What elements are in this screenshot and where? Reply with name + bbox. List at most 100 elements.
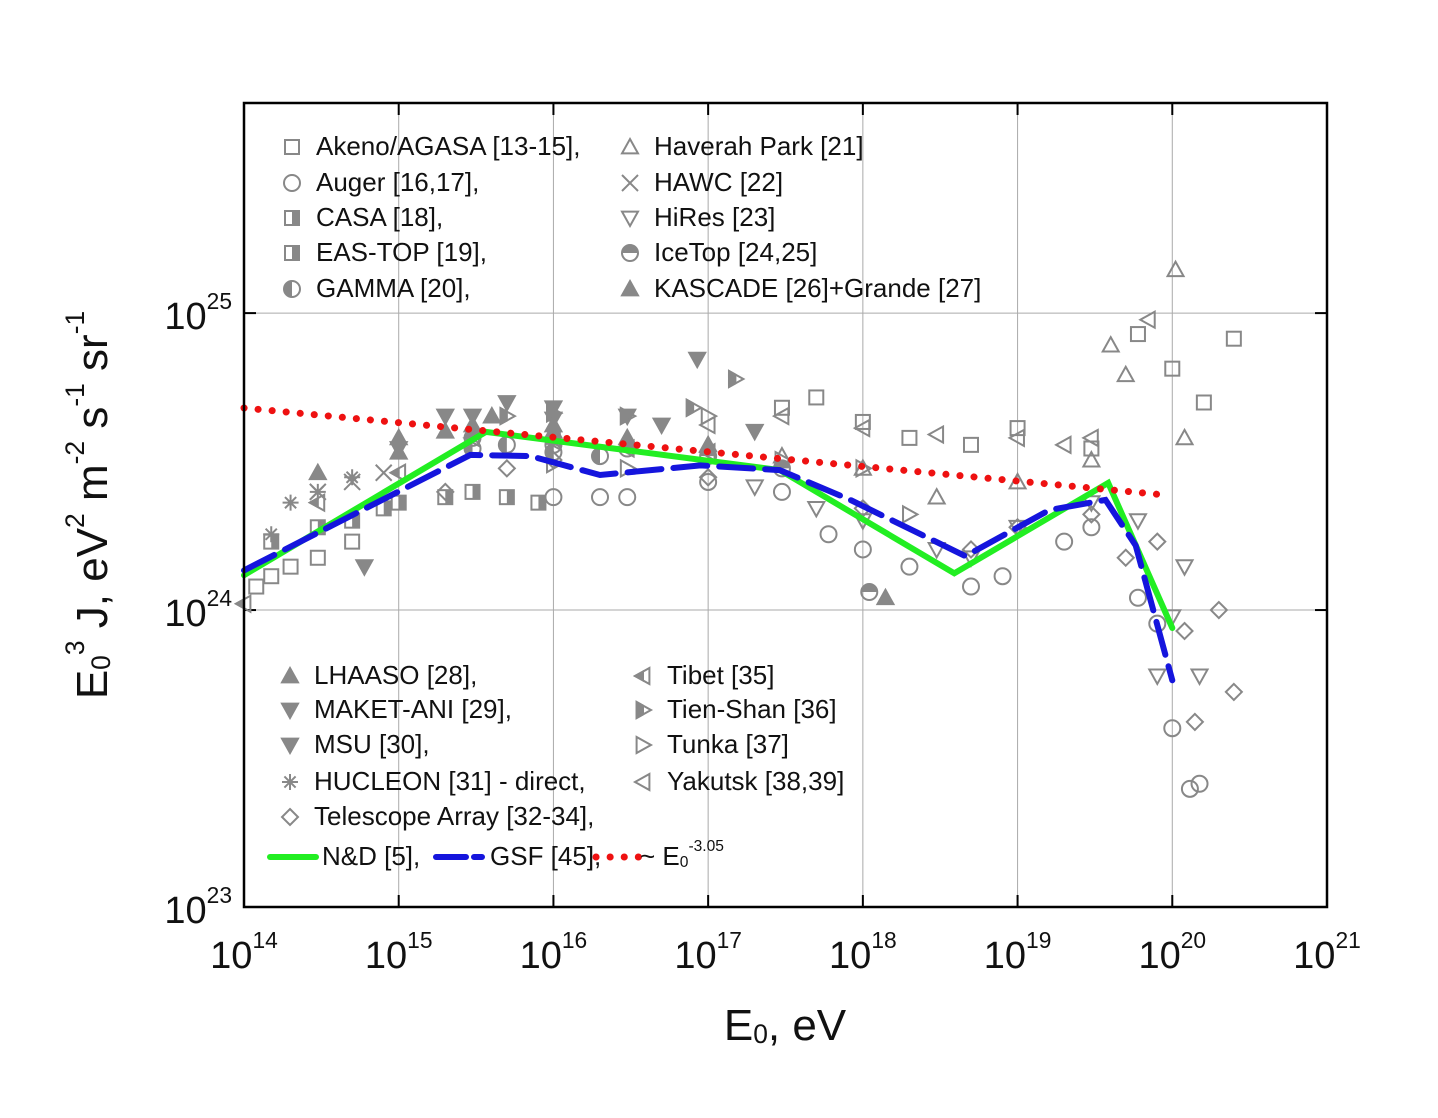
marker [482,406,502,424]
legend-label: Tunka [37] [667,729,789,759]
legend-label: Tibet [35] [667,660,774,690]
marker-shape [383,501,391,516]
legend-marker [620,210,640,229]
marker [1054,435,1072,455]
marker-shape [635,700,644,720]
marker-shape [308,462,328,481]
marker-shape [651,417,672,436]
marker [1007,428,1025,448]
marker-shape [280,807,300,827]
marker [1164,360,1181,377]
marker-shape [435,482,455,502]
legend-label: CASA [18], [316,202,443,232]
legend-label: MSU [30], [314,729,430,759]
legend-marker [280,737,300,756]
marker [389,441,409,459]
marker [1147,668,1167,686]
marker-shape [808,389,825,406]
legend-label: LHAASO [28], [314,660,477,690]
marker [308,462,328,481]
legend-label: Telescope Array [32-34], [314,801,594,831]
legend-marker [284,245,300,261]
marker [1185,712,1205,732]
marker [1081,449,1102,468]
marker-shape [745,423,765,442]
marker [1190,774,1209,793]
marker [618,488,637,507]
marker-shape [1081,428,1099,448]
marker-shape [292,246,299,260]
marker-shape [375,464,393,482]
marker [698,415,716,435]
legend-label: Auger [16,17], [316,167,479,197]
legend-marker [620,278,640,297]
marker [1174,559,1195,577]
marker [926,487,947,505]
legend-marker [280,665,300,684]
marker-shape [263,526,280,543]
marker [307,492,326,513]
marker-shape [282,494,299,511]
marker-shape [283,174,301,192]
marker-shape [699,472,718,491]
marker-shape [472,484,480,499]
legend-marker [280,807,300,827]
marker [860,583,879,602]
x-tick-label: 1020 [1138,927,1206,977]
marker-shape [727,369,737,389]
marker-shape [1165,259,1186,278]
marker-shape [271,534,279,549]
marker-shape [685,398,695,418]
marker [1138,310,1156,330]
marker-shape [280,737,300,756]
legend-marker [283,174,301,192]
marker [354,559,375,577]
marker [900,557,919,576]
marker-shape [772,482,791,501]
y-tick-label: 1023 [164,882,232,932]
marker-shape [1081,449,1102,468]
marker-shape [902,504,920,525]
x-tick-label: 1014 [210,927,278,977]
marker-shape [1174,427,1195,446]
marker [344,533,361,550]
line-series [241,428,1176,631]
marker-shape [497,458,517,478]
marker-shape [861,584,878,593]
marker [1009,420,1026,437]
marker [698,467,718,487]
marker [435,421,455,439]
marker-shape [1082,518,1101,537]
marker-shape [619,406,629,426]
marker-shape [1009,420,1026,437]
legend-label: GAMMA [20], [316,273,471,303]
marker [309,549,326,566]
legend-label: Haverah Park [21] [654,131,864,161]
marker [435,408,455,427]
marker-shape [1189,668,1210,686]
marker-shape [1190,774,1209,793]
legend-marker [635,700,654,720]
marker [1175,621,1194,641]
marker [1165,259,1186,278]
x-axis-label: E0, eV [724,1001,847,1050]
marker-shape [620,278,640,297]
marker [282,494,299,511]
marker [464,483,481,500]
marker-shape [309,483,326,500]
marker [806,500,826,519]
legend-label: HUCLEON [31] - direct, [314,766,586,796]
marker-shape [1225,330,1242,347]
plot-frame [242,101,1329,909]
marker-shape [389,441,409,459]
marker [685,398,704,418]
marker-shape [1175,621,1194,641]
legend-label: IceTop [24,25] [654,237,817,267]
marker [808,389,825,406]
marker-shape [819,525,838,544]
marker-shape [398,495,406,510]
marker-shape [635,735,654,755]
line-series [240,404,1169,499]
legend-label: HAWC [22] [654,167,783,197]
